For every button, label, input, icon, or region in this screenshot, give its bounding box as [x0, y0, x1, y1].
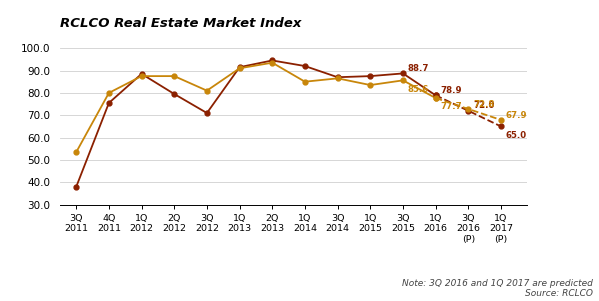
Text: 72.0: 72.0 [473, 101, 495, 110]
Text: 78.9: 78.9 [440, 86, 462, 95]
Text: Note: 3Q 2016 and 1Q 2017 are predicted
Source: RCLCO: Note: 3Q 2016 and 1Q 2017 are predicted … [402, 279, 593, 298]
Text: 88.7: 88.7 [408, 64, 429, 73]
Text: 67.9: 67.9 [506, 110, 527, 119]
Text: 72.8: 72.8 [473, 100, 495, 109]
Text: 85.6: 85.6 [408, 85, 429, 94]
Text: RCLCO Real Estate Market Index: RCLCO Real Estate Market Index [60, 17, 301, 30]
Text: 77.7: 77.7 [440, 102, 462, 111]
Text: 65.0: 65.0 [506, 131, 527, 140]
